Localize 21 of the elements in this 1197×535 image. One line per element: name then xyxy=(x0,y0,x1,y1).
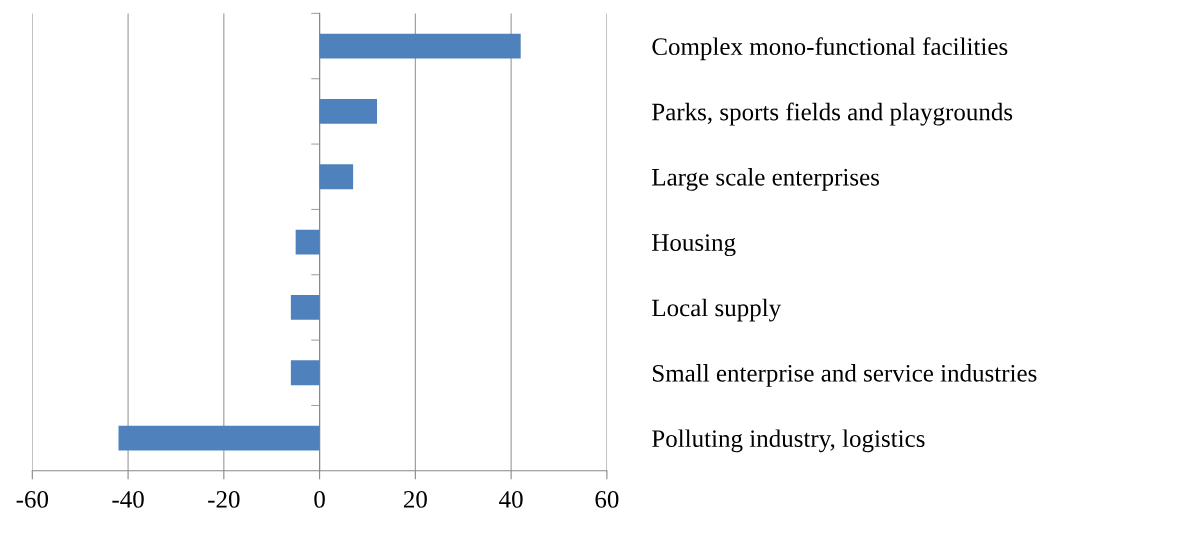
bar xyxy=(295,229,320,255)
x-tick-label: 40 xyxy=(499,490,523,508)
x-tick-label: -20 xyxy=(208,490,240,508)
bar xyxy=(319,164,354,190)
x-tick-label: 60 xyxy=(595,490,619,508)
y-tick-label: Parks, sports fields and playgrounds xyxy=(652,102,1013,126)
bar xyxy=(290,295,320,320)
y-tick-label: Small enterprise and service industries xyxy=(653,364,1037,387)
bar xyxy=(118,425,320,451)
y-tick-label: Housing xyxy=(652,234,736,257)
y-tick-label: Polluting industry, logistics xyxy=(652,429,925,453)
y-tick-label: Complex mono-functional facilities xyxy=(652,37,1008,61)
bar xyxy=(290,360,320,386)
bar xyxy=(319,98,378,124)
y-tick-label: Local supply xyxy=(652,298,782,322)
x-tick-label: -60 xyxy=(16,490,49,508)
y-tick-label: Large scale enterprises xyxy=(652,168,880,191)
x-tick-label: 20 xyxy=(403,490,427,508)
x-tick-label: 0 xyxy=(314,490,325,508)
bar xyxy=(319,33,521,59)
x-tick-label: -40 xyxy=(112,490,144,508)
